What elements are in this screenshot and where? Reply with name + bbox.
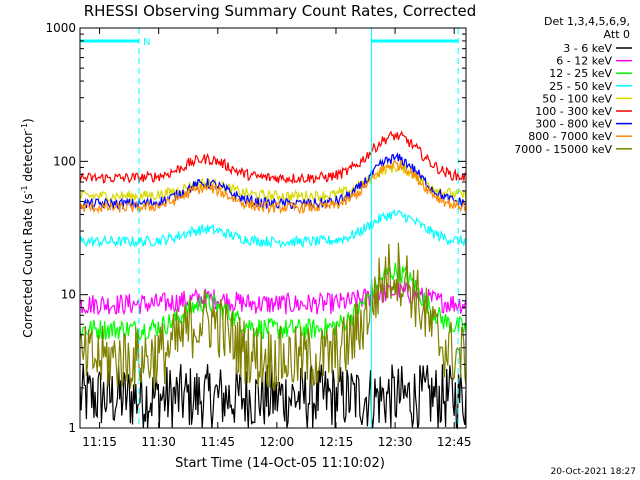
legend-label-6: 300 - 800 keV [535, 118, 612, 131]
legend-label-3: 25 - 50 keV [549, 80, 612, 93]
series-line-800-7000-keV [79, 160, 467, 215]
legend-label-0: 3 - 6 keV [563, 42, 612, 55]
series-line-100-300-keV [79, 130, 467, 185]
legend-label-2: 12 - 25 keV [549, 67, 612, 80]
x-tick-label-2: 11:45 [200, 435, 235, 449]
series-line-6-12-keV [79, 280, 467, 316]
y-axis-label: Corrected Count Rate (s-1 detector-1) [20, 118, 35, 337]
footer-timestamp: 20-Oct-2021 18:27 [551, 467, 636, 477]
legend-title-att: Att 0 [604, 28, 630, 41]
y-tick-label-1: 10 [61, 288, 76, 302]
x-tick-label-3: 12:00 [260, 435, 295, 449]
x-tick-label-6: 12:45 [437, 435, 472, 449]
series-line-50-100-keV [79, 162, 467, 203]
legend-label-1: 6 - 12 keV [556, 55, 612, 68]
series-line-3-6-keV [79, 364, 467, 430]
chart-title: RHESSI Observing Summary Count Rates, Co… [84, 2, 477, 20]
legend-title: Det 1,3,4,5,6,9, [544, 15, 630, 28]
y-tick-label-0: 1 [68, 421, 76, 435]
x-tick-label-1: 11:30 [141, 435, 176, 449]
series-layer [79, 130, 467, 430]
series-line-7000-15000-keV [79, 242, 467, 391]
y-tick-label-2: 100 [53, 154, 76, 168]
y-tick-label-3: 1000 [45, 21, 76, 35]
series-line-12-25-keV [79, 262, 467, 341]
series-line-25-50-keV [79, 208, 467, 249]
x-tick-label-0: 11:15 [82, 435, 117, 449]
legend-label-5: 100 - 300 keV [535, 105, 612, 118]
plot-frame [79, 27, 467, 429]
legend-label-7: 800 - 7000 keV [528, 130, 612, 143]
y-axis: 1 10 100 1000 [45, 21, 466, 435]
legend-label-4: 50 - 100 keV [542, 92, 612, 105]
x-axis: 11:15 11:30 11:45 12:00 12:15 12:30 12:45 [82, 28, 471, 449]
x-tick-label-4: 12:15 [319, 435, 354, 449]
x-axis-label: Start Time (14-Oct-05 11:10:02) [175, 456, 385, 471]
legend-label-8: 7000 - 15000 keV [514, 143, 612, 156]
x-tick-label-5: 12:30 [378, 435, 413, 449]
night-label: N [143, 37, 150, 48]
